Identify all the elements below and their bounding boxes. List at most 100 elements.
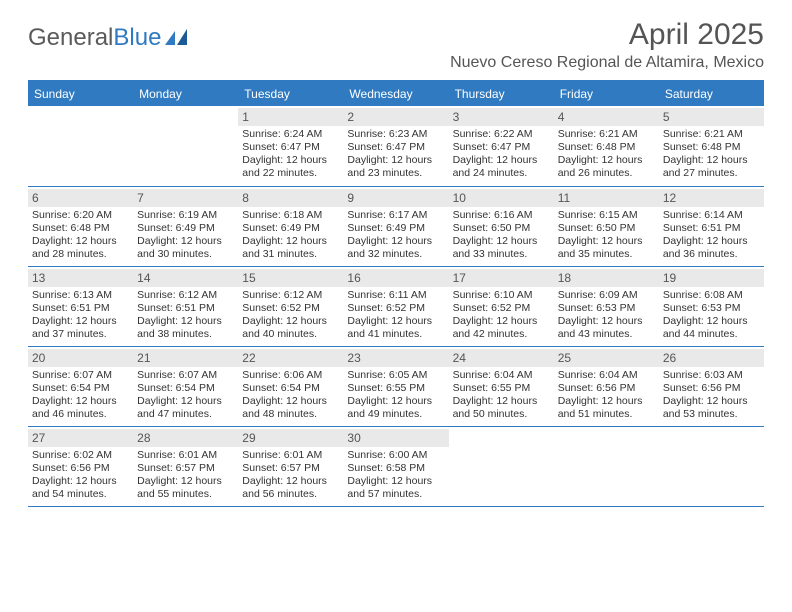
day-info: Sunrise: 6:13 AMSunset: 6:51 PMDaylight:…	[32, 289, 129, 342]
sunrise-text: Sunrise: 6:18 AM	[242, 209, 339, 222]
calendar-day-cell: 1Sunrise: 6:24 AMSunset: 6:47 PMDaylight…	[238, 106, 343, 186]
calendar-day-cell: 24Sunrise: 6:04 AMSunset: 6:55 PMDayligh…	[449, 346, 554, 426]
sunrise-text: Sunrise: 6:02 AM	[32, 449, 129, 462]
day-number: 26	[659, 349, 764, 367]
sunrise-text: Sunrise: 6:22 AM	[453, 128, 550, 141]
sunrise-text: Sunrise: 6:19 AM	[137, 209, 234, 222]
sunrise-text: Sunrise: 6:15 AM	[558, 209, 655, 222]
calendar-day-cell: 15Sunrise: 6:12 AMSunset: 6:52 PMDayligh…	[238, 266, 343, 346]
calendar-day-cell: 3Sunrise: 6:22 AMSunset: 6:47 PMDaylight…	[449, 106, 554, 186]
day-number: 4	[554, 108, 659, 126]
sunset-text: Sunset: 6:54 PM	[137, 382, 234, 395]
sunrise-text: Sunrise: 6:04 AM	[453, 369, 550, 382]
sunset-text: Sunset: 6:57 PM	[137, 462, 234, 475]
daylight-text: Daylight: 12 hours and 28 minutes.	[32, 235, 129, 261]
daylight-text: Daylight: 12 hours and 46 minutes.	[32, 395, 129, 421]
day-info: Sunrise: 6:09 AMSunset: 6:53 PMDaylight:…	[558, 289, 655, 342]
daylight-text: Daylight: 12 hours and 53 minutes.	[663, 395, 760, 421]
sunrise-text: Sunrise: 6:24 AM	[242, 128, 339, 141]
day-info: Sunrise: 6:19 AMSunset: 6:49 PMDaylight:…	[137, 209, 234, 262]
sunset-text: Sunset: 6:47 PM	[453, 141, 550, 154]
day-number: 15	[238, 269, 343, 287]
daylight-text: Daylight: 12 hours and 36 minutes.	[663, 235, 760, 261]
day-number: 20	[28, 349, 133, 367]
day-info: Sunrise: 6:00 AMSunset: 6:58 PMDaylight:…	[347, 449, 444, 502]
day-info: Sunrise: 6:06 AMSunset: 6:54 PMDaylight:…	[242, 369, 339, 422]
day-info: Sunrise: 6:07 AMSunset: 6:54 PMDaylight:…	[137, 369, 234, 422]
sunset-text: Sunset: 6:52 PM	[453, 302, 550, 315]
daylight-text: Daylight: 12 hours and 57 minutes.	[347, 475, 444, 501]
day-number: 9	[343, 189, 448, 207]
daylight-text: Daylight: 12 hours and 33 minutes.	[453, 235, 550, 261]
calendar-day-cell: 6Sunrise: 6:20 AMSunset: 6:48 PMDaylight…	[28, 186, 133, 266]
daylight-text: Daylight: 12 hours and 37 minutes.	[32, 315, 129, 341]
sunrise-text: Sunrise: 6:14 AM	[663, 209, 760, 222]
sunset-text: Sunset: 6:58 PM	[347, 462, 444, 475]
calendar-day-cell: 28Sunrise: 6:01 AMSunset: 6:57 PMDayligh…	[133, 426, 238, 506]
calendar-week-row: 6Sunrise: 6:20 AMSunset: 6:48 PMDaylight…	[28, 186, 764, 266]
sunrise-text: Sunrise: 6:16 AM	[453, 209, 550, 222]
sunrise-text: Sunrise: 6:11 AM	[347, 289, 444, 302]
day-info: Sunrise: 6:21 AMSunset: 6:48 PMDaylight:…	[558, 128, 655, 181]
calendar-day-cell: ..	[449, 426, 554, 506]
sunset-text: Sunset: 6:49 PM	[242, 222, 339, 235]
sunrise-text: Sunrise: 6:05 AM	[347, 369, 444, 382]
sunrise-text: Sunrise: 6:17 AM	[347, 209, 444, 222]
calendar-day-cell: 7Sunrise: 6:19 AMSunset: 6:49 PMDaylight…	[133, 186, 238, 266]
sunrise-text: Sunrise: 6:23 AM	[347, 128, 444, 141]
daylight-text: Daylight: 12 hours and 26 minutes.	[558, 154, 655, 180]
sunset-text: Sunset: 6:49 PM	[137, 222, 234, 235]
daylight-text: Daylight: 12 hours and 48 minutes.	[242, 395, 339, 421]
sunset-text: Sunset: 6:52 PM	[242, 302, 339, 315]
calendar-week-row: ....1Sunrise: 6:24 AMSunset: 6:47 PMDayl…	[28, 106, 764, 186]
calendar-day-cell: 2Sunrise: 6:23 AMSunset: 6:47 PMDaylight…	[343, 106, 448, 186]
sunrise-text: Sunrise: 6:13 AM	[32, 289, 129, 302]
sunset-text: Sunset: 6:50 PM	[453, 222, 550, 235]
day-number: 29	[238, 429, 343, 447]
daylight-text: Daylight: 12 hours and 35 minutes.	[558, 235, 655, 261]
calendar-day-cell: 4 Sunrise: 6:21 AMSunset: 6:48 PMDaylight…	[554, 106, 659, 186]
sunset-text: Sunset: 6:53 PM	[663, 302, 760, 315]
sunset-text: Sunset: 6:50 PM	[558, 222, 655, 235]
sunrise-text: Sunrise: 6:12 AM	[137, 289, 234, 302]
day-number: 27	[28, 429, 133, 447]
daylight-text: Daylight: 12 hours and 41 minutes.	[347, 315, 444, 341]
day-info: Sunrise: 6:15 AMSunset: 6:50 PMDaylight:…	[558, 209, 655, 262]
calendar-body: .... 1Sunrise: 6:24 AMSunset: 6:47 PMDayl…	[28, 106, 764, 506]
day-info: Sunrise: 6:02 AMSunset: 6:56 PMDaylight:…	[32, 449, 129, 502]
calendar-day-cell: 13Sunrise: 6:13 AMSunset: 6:51 PMDayligh…	[28, 266, 133, 346]
day-number: 16	[343, 269, 448, 287]
day-info: Sunrise: 6:24 AMSunset: 6:47 PMDaylight:…	[242, 128, 339, 181]
calendar-week-row: 27 Sunrise: 6:02 AMSunset: 6:56 PMDayligh…	[28, 426, 764, 506]
calendar-day-cell: 5 Sunrise: 6:21 AMSunset: 6:48 PMDaylight…	[659, 106, 764, 186]
day-number: 22	[238, 349, 343, 367]
sunset-text: Sunset: 6:53 PM	[558, 302, 655, 315]
calendar-day-cell: 20Sunrise: 6:07 AMSunset: 6:54 PMDayligh…	[28, 346, 133, 426]
day-info: Sunrise: 6:16 AMSunset: 6:50 PMDaylight:…	[453, 209, 550, 262]
day-info: Sunrise: 6:08 AMSunset: 6:53 PMDaylight:…	[663, 289, 760, 342]
sunrise-text: Sunrise: 6:04 AM	[558, 369, 655, 382]
day-info: Sunrise: 6:12 AMSunset: 6:51 PMDaylight:…	[137, 289, 234, 342]
daylight-text: Daylight: 12 hours and 56 minutes.	[242, 475, 339, 501]
calendar-header-row: SundayMondayTuesdayWednesdayThursdayFrid…	[28, 81, 764, 106]
day-number: 23	[343, 349, 448, 367]
header: GeneralBlue April 2025 Nuevo Cereso Regi…	[28, 18, 764, 72]
brand-part1: General	[28, 24, 113, 52]
day-number: 18	[554, 269, 659, 287]
day-info: Sunrise: 6:14 AMSunset: 6:51 PMDaylight:…	[663, 209, 760, 262]
calendar-day-cell: 11Sunrise: 6:15 AMSunset: 6:50 PMDayligh…	[554, 186, 659, 266]
daylight-text: Daylight: 12 hours and 32 minutes.	[347, 235, 444, 261]
calendar-day-cell: ..	[554, 426, 659, 506]
daylight-text: Daylight: 12 hours and 23 minutes.	[347, 154, 444, 180]
day-info: Sunrise: 6:21 AMSunset: 6:48 PMDaylight:…	[663, 128, 760, 181]
day-number: 19	[659, 269, 764, 287]
sunset-text: Sunset: 6:56 PM	[558, 382, 655, 395]
day-number: 5	[659, 108, 764, 126]
daylight-text: Daylight: 12 hours and 27 minutes.	[663, 154, 760, 180]
calendar-day-cell: 17Sunrise: 6:10 AMSunset: 6:52 PMDayligh…	[449, 266, 554, 346]
daylight-text: Daylight: 12 hours and 54 minutes.	[32, 475, 129, 501]
sunset-text: Sunset: 6:48 PM	[32, 222, 129, 235]
sunset-text: Sunset: 6:51 PM	[137, 302, 234, 315]
sunset-text: Sunset: 6:55 PM	[453, 382, 550, 395]
sunset-text: Sunset: 6:57 PM	[242, 462, 339, 475]
